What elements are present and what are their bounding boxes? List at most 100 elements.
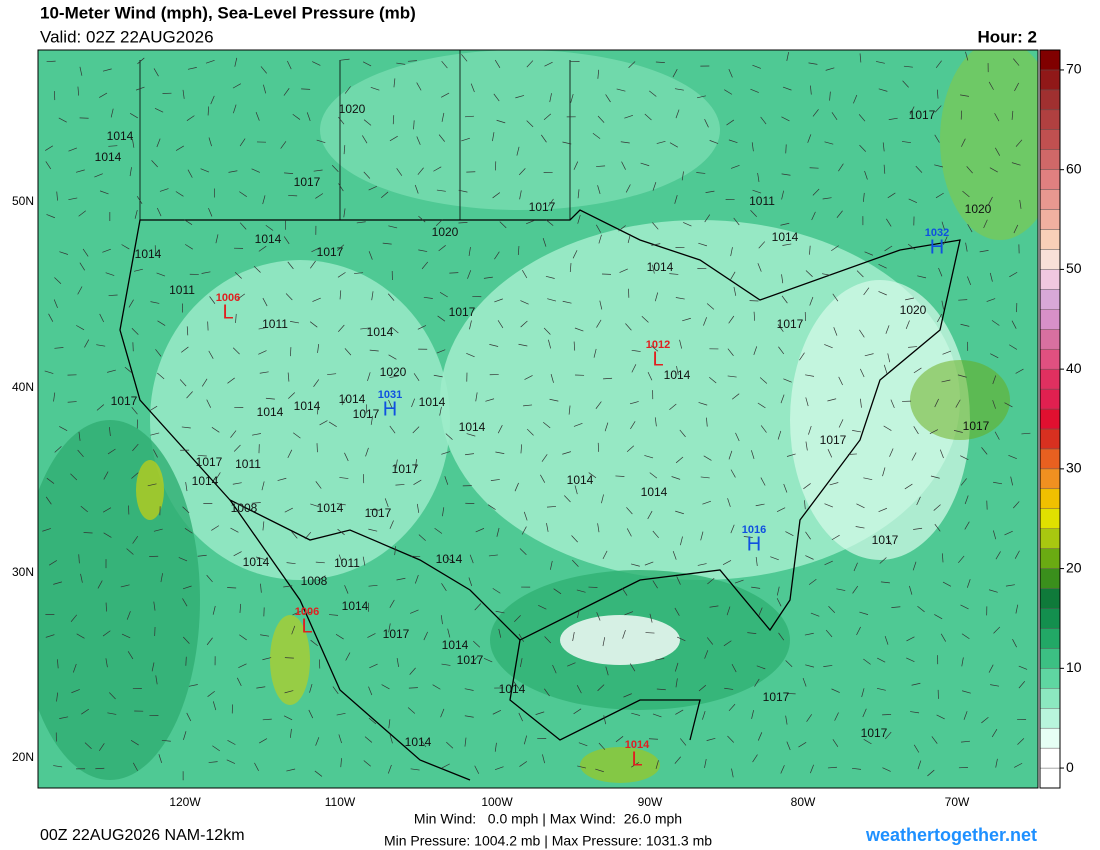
wind-barb — [416, 136, 421, 145]
wind-barb — [562, 141, 572, 145]
wind-barb — [709, 605, 719, 608]
isobar-label: 1014 — [317, 501, 344, 515]
wind-barb — [786, 453, 796, 457]
wind-barb — [344, 348, 352, 356]
wind-barb — [599, 300, 603, 310]
wind-barb — [70, 614, 78, 622]
wind-barb — [981, 717, 989, 724]
wind-barb — [205, 60, 215, 64]
wind-barb — [46, 214, 56, 219]
wind-barb — [812, 109, 819, 117]
wind-barb — [258, 326, 268, 330]
wind-barb — [46, 477, 55, 484]
wind-barb — [620, 141, 630, 144]
wind-barb — [958, 299, 968, 301]
isobar-label: 1017 — [317, 245, 344, 259]
wind-barb — [852, 585, 859, 594]
wind-barb — [808, 578, 817, 585]
wind-barb — [906, 657, 915, 663]
wind-barb — [215, 234, 219, 244]
wind-barb — [988, 196, 993, 206]
colorbar-bin — [1039, 688, 1061, 709]
wind-barb — [783, 378, 792, 383]
wind-barb — [930, 475, 940, 479]
wind-barb — [541, 134, 547, 143]
wind-barb — [327, 373, 337, 376]
wind-barb — [652, 580, 658, 589]
wind-barb — [627, 234, 631, 244]
wind-barb — [126, 611, 131, 620]
center-pressure: 1031 — [378, 389, 402, 401]
wind-barb — [913, 426, 919, 435]
wind-barb — [786, 51, 789, 61]
wind-barb — [252, 433, 261, 436]
wind-barb — [728, 450, 733, 460]
wind-barb — [833, 327, 838, 336]
wind-barb — [545, 275, 555, 279]
wind-barb — [207, 106, 210, 116]
wind-barb — [464, 453, 474, 456]
wind-barb — [544, 61, 553, 67]
wind-barb — [822, 197, 832, 200]
wind-barb — [290, 321, 300, 324]
wind-barb — [518, 168, 526, 176]
wind-barb — [757, 402, 766, 409]
isobar-label: 1011 — [749, 194, 775, 208]
wind-barb — [464, 737, 467, 747]
wind-barb — [59, 251, 69, 255]
wind-barb — [967, 224, 973, 233]
wind-barb — [182, 636, 190, 644]
longitude-label: 70W — [945, 795, 970, 809]
wind-barb — [285, 293, 293, 301]
isobar-label: 1014 — [419, 395, 446, 409]
wind-barb — [758, 607, 763, 617]
site-link[interactable]: weathertogether.net — [865, 825, 1037, 845]
wind-barb — [994, 431, 1000, 440]
wind-barb — [934, 523, 941, 532]
wind-barb — [161, 739, 171, 742]
wind-barb — [907, 243, 916, 250]
wind-barb — [182, 89, 185, 99]
wind-barb — [147, 483, 157, 487]
wind-barb — [989, 167, 998, 173]
wind-barb — [728, 139, 738, 143]
wind-barb — [186, 115, 195, 121]
wind-barb — [235, 313, 237, 323]
wind-barb — [310, 260, 316, 269]
wind-barb — [862, 708, 867, 718]
colorbar-bin — [1039, 69, 1061, 91]
wind-barb — [777, 324, 784, 332]
wind-barb — [961, 138, 966, 147]
wind-barb — [237, 293, 246, 300]
wind-barb — [960, 455, 969, 461]
wind-barb — [753, 311, 756, 321]
wind-barb — [631, 563, 640, 567]
wind-barb — [655, 61, 665, 63]
colorbar-bin — [1039, 229, 1061, 250]
wind-barb — [624, 611, 634, 616]
wind-barb — [464, 715, 474, 718]
wind-barb — [200, 168, 210, 173]
wind-barb — [655, 658, 665, 661]
wind-barb — [182, 585, 192, 590]
wind-barb — [181, 346, 189, 353]
wind-barb — [1017, 738, 1025, 745]
wind-barb — [810, 612, 820, 617]
colorbar-bin — [1039, 767, 1061, 789]
wind-barb — [153, 601, 156, 611]
wind-barb — [467, 270, 472, 279]
wind-barb — [475, 528, 485, 533]
wind-barb — [132, 762, 138, 771]
isobar-label: 1014 — [405, 735, 432, 749]
wind-barb — [960, 478, 967, 486]
wind-barb — [798, 742, 807, 748]
wind-barb — [488, 554, 498, 557]
wind-barb — [251, 502, 261, 504]
wind-barb — [497, 425, 503, 434]
wind-barb — [437, 315, 446, 322]
wind-barb — [567, 662, 576, 667]
wind-barb — [78, 554, 80, 564]
colorbar-bin — [1039, 508, 1061, 529]
wind-barb — [727, 348, 734, 356]
wind-barb — [492, 192, 501, 199]
